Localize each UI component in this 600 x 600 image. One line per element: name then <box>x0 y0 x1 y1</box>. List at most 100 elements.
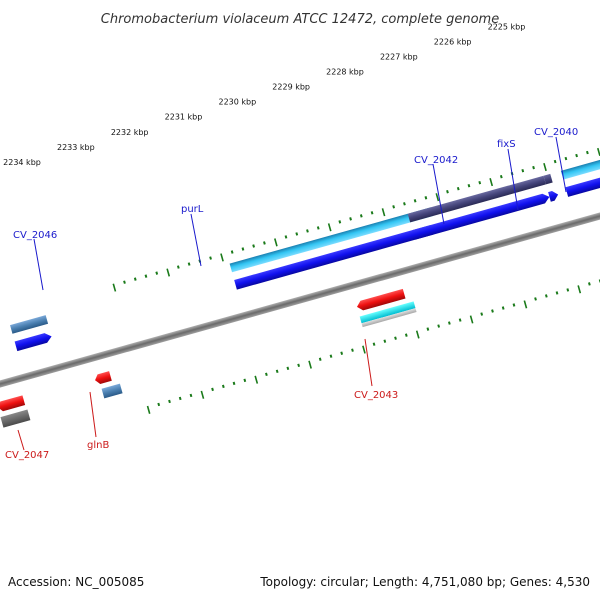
cds-arrow-fixS[interactable] <box>548 190 559 202</box>
map-title: Chromobacterium violaceum ATCC 12472, co… <box>101 12 499 27</box>
kbp-label-2231: 2231 kbp <box>165 113 203 122</box>
leader-CV_2047 <box>17 429 25 451</box>
outer-minor-tick <box>564 156 568 161</box>
kbp-label-2233: 2233 kbp <box>57 143 95 152</box>
outer-minor-tick <box>209 256 212 260</box>
inner-minor-tick <box>232 381 236 386</box>
outer-minor-tick <box>187 262 191 266</box>
label-CV_2043[interactable]: CV_2043 <box>354 390 398 401</box>
outer-minor-tick <box>478 180 482 185</box>
inner-major-tick <box>577 285 582 294</box>
cds-arrow-CV_2042[interactable] <box>412 192 550 240</box>
inner-major-tick <box>254 375 259 384</box>
outer-minor-tick <box>123 280 126 284</box>
inner-minor-tick <box>534 297 537 301</box>
inner-major-tick <box>415 330 420 339</box>
gene-purL[interactable] <box>229 207 434 273</box>
outer-major-tick <box>435 193 440 202</box>
outer-minor-tick <box>176 265 180 269</box>
cds-arrow-glnB[interactable] <box>94 371 112 385</box>
kbp-label-2232: 2232 kbp <box>111 128 149 137</box>
inner-minor-tick <box>512 303 516 307</box>
inner-minor-tick <box>297 363 301 367</box>
inner-minor-tick <box>340 351 344 355</box>
inner-minor-tick <box>265 372 268 377</box>
inner-minor-tick <box>189 393 193 398</box>
gene-CV_2043[interactable] <box>359 301 416 324</box>
label-glnB[interactable]: glnB <box>87 440 109 451</box>
label-CV_2047[interactable]: CV_2047 <box>5 450 49 461</box>
kbp-label-2230: 2230 kbp <box>218 98 256 107</box>
outer-minor-tick <box>532 165 535 170</box>
inner-major-tick <box>362 345 366 354</box>
cds-arrow-CV_2046[interactable] <box>14 331 53 352</box>
outer-tick-ruler <box>112 147 600 292</box>
label-CV_2040[interactable]: CV_2040 <box>534 127 578 138</box>
kbp-label-2227: 2227 kbp <box>380 52 418 61</box>
outer-minor-tick <box>370 211 374 215</box>
kbp-label-2229: 2229 kbp <box>272 83 310 92</box>
label-purL[interactable]: purL <box>181 204 204 215</box>
outer-minor-tick <box>349 217 352 221</box>
outer-major-tick <box>543 162 547 172</box>
outer-minor-tick <box>553 159 557 164</box>
inner-minor-tick <box>458 318 462 322</box>
outer-major-tick <box>166 268 171 277</box>
inner-minor-tick <box>555 291 559 295</box>
gene-CV_2042[interactable] <box>407 175 546 223</box>
genome-backbone <box>0 200 600 400</box>
leader-CV_2040 <box>555 136 567 193</box>
leader-glnB <box>89 391 97 438</box>
inner-minor-tick <box>351 348 354 352</box>
outer-minor-tick <box>241 247 245 251</box>
outer-minor-tick <box>521 168 525 173</box>
inner-major-tick <box>146 405 151 414</box>
outer-minor-tick <box>263 241 266 245</box>
inner-minor-tick <box>168 399 171 404</box>
cds-arrow-purL[interactable] <box>234 223 439 290</box>
outer-minor-tick <box>155 271 159 275</box>
cds-arrow-CV_2047[interactable] <box>0 395 26 412</box>
inner-minor-tick <box>275 369 279 374</box>
outer-major-tick <box>220 253 224 262</box>
gene-CV_2040[interactable] <box>560 152 600 180</box>
outer-minor-tick <box>284 235 288 239</box>
outer-minor-tick <box>413 199 417 203</box>
inner-minor-tick <box>447 321 451 325</box>
outer-minor-tick <box>338 220 342 224</box>
inner-minor-tick <box>404 333 408 337</box>
label-CV_2042[interactable]: CV_2042 <box>414 155 458 166</box>
cds-arrow-CV_2043[interactable] <box>356 288 406 312</box>
outer-minor-tick <box>586 150 589 155</box>
label-CV_2046[interactable]: CV_2046 <box>13 230 57 241</box>
outer-minor-tick <box>392 205 396 209</box>
inner-minor-tick <box>480 312 484 316</box>
outer-minor-tick <box>316 226 320 230</box>
genome-track: 2225 kbp 2226 kbp 2227 kbp 2228 kbp 2229… <box>0 22 600 428</box>
accession-text: Accession: NC_005085 <box>8 575 144 589</box>
cds-arrow-CV_2040[interactable] <box>565 168 600 197</box>
inner-minor-tick <box>286 366 290 371</box>
inner-minor-tick <box>383 339 387 343</box>
leader-CV_2042 <box>432 163 445 225</box>
gene-glnB[interactable] <box>101 383 123 399</box>
outer-major-tick <box>274 238 278 247</box>
label-fixS[interactable]: fixS <box>497 139 516 150</box>
gene-CV_2047[interactable] <box>0 409 31 428</box>
inner-minor-tick <box>329 354 333 358</box>
gene-fixS[interactable] <box>543 173 553 185</box>
topology-text: Topology: circular; Length: 4,751,080 bp… <box>259 575 590 589</box>
outer-minor-tick <box>456 187 460 191</box>
inner-minor-tick <box>501 306 505 310</box>
outer-minor-tick <box>499 174 503 179</box>
gene-CV_2046[interactable] <box>10 315 49 334</box>
outer-minor-tick <box>252 244 255 248</box>
outer-minor-tick <box>575 153 578 158</box>
outer-minor-tick <box>295 232 299 236</box>
kbp-label-2226: 2226 kbp <box>434 37 472 46</box>
inner-minor-tick <box>243 378 247 383</box>
gene-CV_2043-shadow <box>361 308 417 328</box>
inner-tick-ruler <box>146 279 600 414</box>
outer-major-tick <box>489 178 494 187</box>
outer-major-tick <box>112 283 117 292</box>
